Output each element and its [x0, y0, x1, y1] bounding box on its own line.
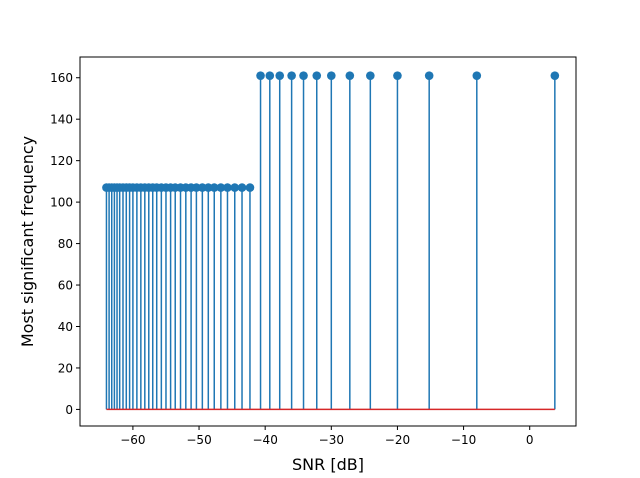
stem-marker	[216, 183, 226, 192]
x-tick-label: −10	[451, 433, 476, 447]
stem-marker	[275, 71, 285, 80]
stem-marker	[345, 71, 355, 80]
x-tick-label: −30	[319, 433, 344, 447]
y-tick-label: 120	[50, 154, 73, 168]
stem-marker	[424, 71, 434, 80]
y-tick-label: 0	[65, 403, 73, 417]
stem-marker	[209, 183, 219, 192]
stem-marker	[230, 183, 240, 192]
stem-marker	[550, 71, 560, 80]
y-tick-label: 100	[50, 196, 73, 210]
stem-marker	[287, 71, 296, 80]
x-tick-label: 0	[526, 433, 534, 447]
stem-marker	[366, 71, 375, 80]
y-tick-label: 80	[58, 237, 73, 251]
y-tick-label: 20	[58, 361, 73, 375]
stem-marker	[237, 183, 247, 192]
stem-marker	[312, 71, 322, 80]
y-tick-label: 60	[58, 279, 73, 293]
stem-marker	[192, 183, 201, 192]
x-tick-label: −20	[385, 433, 410, 447]
y-tick-label: 40	[58, 320, 73, 334]
x-tick-label: −40	[253, 433, 278, 447]
stem-marker	[245, 183, 255, 192]
stem-marker	[393, 71, 402, 80]
y-tick-label: 160	[50, 71, 73, 85]
stem-marker	[203, 183, 213, 192]
stem-marker	[472, 71, 482, 80]
x-tick-label: −50	[186, 433, 211, 447]
plot-frame	[79, 56, 577, 427]
chart-marks	[102, 71, 560, 411]
y-axis-label: Most significant frequency	[18, 136, 37, 347]
stem-marker	[256, 71, 265, 80]
x-tick-label: −60	[120, 433, 145, 447]
stem-marker	[198, 183, 207, 192]
y-axis-ticks: 0 20 40 60 80 100 120 140 160	[50, 71, 80, 417]
x-axis-label: SNR [dB]	[292, 455, 364, 474]
stem-marker	[299, 71, 308, 80]
stem-marker	[223, 183, 232, 192]
x-axis-ticks: −60 −50 −40 −30 −20 −10 0	[120, 426, 534, 447]
y-tick-label: 140	[50, 113, 73, 127]
stem-marker	[327, 71, 336, 80]
stem-marker	[265, 71, 275, 80]
